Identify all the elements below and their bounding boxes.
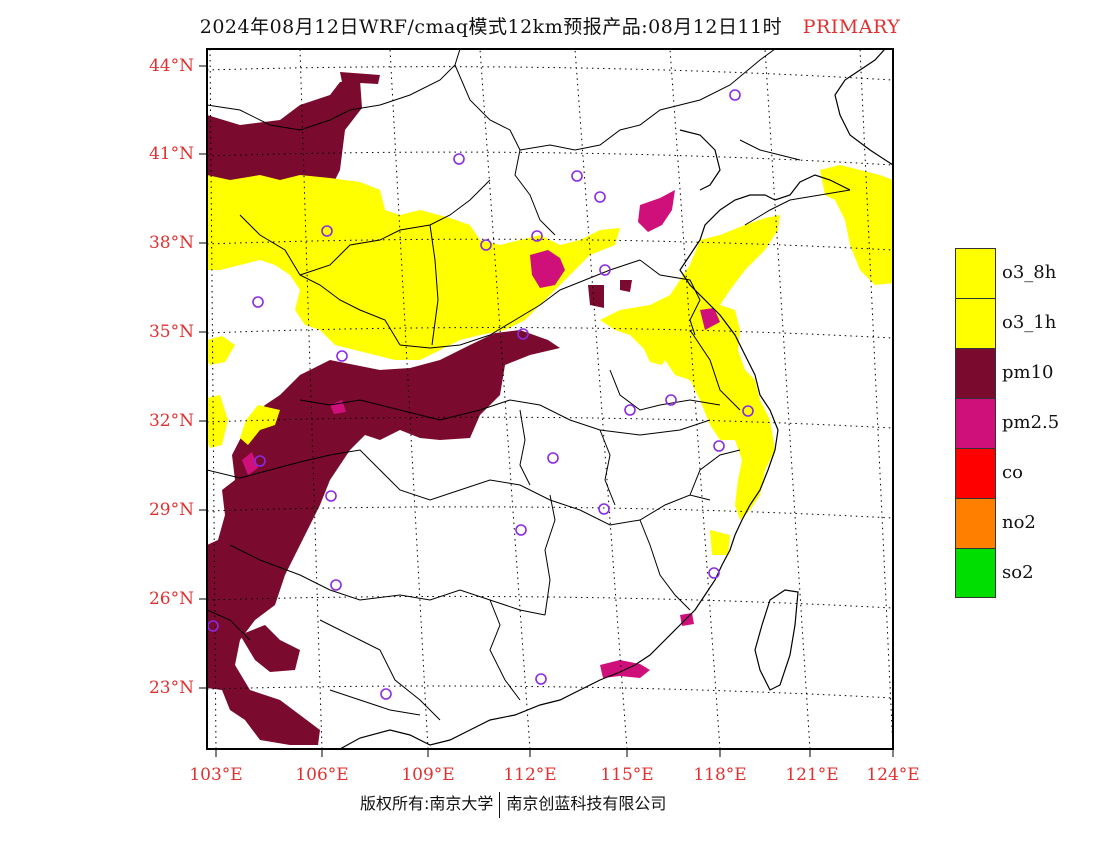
lon-label-112: 112°E [503,765,557,785]
lon-label-118: 118°E [693,765,747,785]
title-tag: PRIMARY [802,16,901,38]
legend-swatch [955,548,996,598]
legend-label: o3_8h [1002,262,1057,283]
lon-label-124: 124°E [866,765,920,785]
legend-swatch [955,448,996,498]
lat-label-29: 29°N [148,500,194,520]
copyright-left: 版权所有:南京大学 [360,794,494,813]
legend-swatch [955,298,996,348]
map-title: 2024年08月12日WRF/cmaq模式12km预报产品:08月12日11时 … [0,12,1100,39]
map-frame [206,48,894,750]
graticule [207,49,893,749]
footer-divider [499,791,501,818]
lon-label-109: 109°E [401,765,455,785]
legend-label: o3_1h [1002,312,1057,333]
lat-label-44: 44°N [148,56,194,76]
lat-label-23: 23°N [148,678,194,698]
lat-label-41: 41°N [148,144,194,164]
lat-label-35: 35°N [148,322,194,342]
station-markers [207,89,754,700]
lat-label-38: 38°N [148,233,194,253]
title-text: 2024年08月12日WRF/cmaq模式12km预报产品:08月12日11时 [199,16,783,38]
legend-label: pm2.5 [1002,412,1060,433]
lon-label-121: 121°E [785,765,839,785]
legend-swatch [955,248,996,298]
legend-label: no2 [1002,512,1036,533]
legend-label: pm10 [1002,362,1054,383]
o3-layer [207,165,893,555]
legend-label: co [1002,462,1023,483]
lon-label-103: 103°E [189,765,243,785]
lat-label-26: 26°N [148,589,194,609]
lat-label-32: 32°N [148,411,194,431]
copyright-footer: 版权所有:南京大学 南京创蓝科技有限公司 [360,790,666,818]
legend-swatch [955,398,996,448]
legend-label: so2 [1002,562,1034,583]
legend-swatch [955,498,996,548]
lon-label-106: 106°E [295,765,349,785]
lon-label-115: 115°E [600,765,654,785]
copyright-right: 南京创蓝科技有限公司 [506,794,667,813]
axis-ticks [199,65,894,757]
legend-swatch [955,348,996,398]
